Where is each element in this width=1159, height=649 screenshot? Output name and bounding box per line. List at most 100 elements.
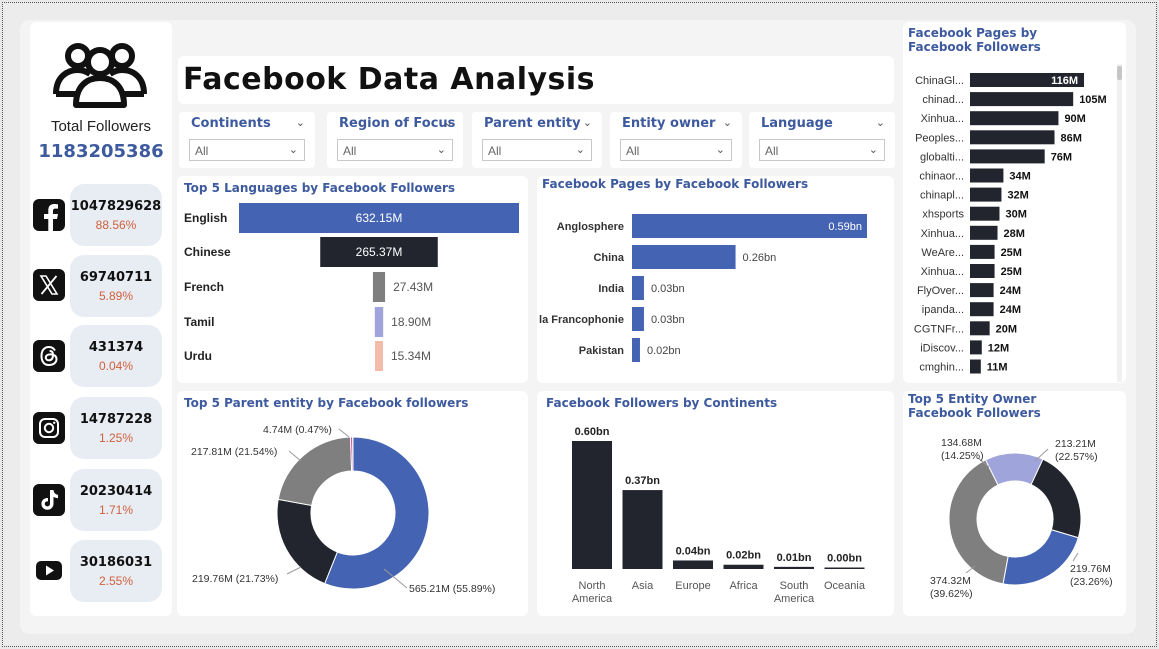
chevron-down-icon[interactable]: ⌄	[443, 117, 453, 129]
entity-owner-leader-line	[1072, 552, 1079, 562]
instagram-icon	[33, 412, 65, 444]
page-category-label: ChinaGl...	[915, 75, 964, 87]
entity-owner-chart-panel: Top 5 Entity Owner Facebook Followers 21…	[903, 391, 1126, 616]
parent-entity-slice	[276, 498, 339, 585]
slicer-region-dropdown[interactable]: All ⌄	[337, 139, 453, 161]
page-bar	[970, 92, 1074, 107]
page-value-label: 12M	[988, 342, 1009, 354]
tiktok-icon	[33, 484, 65, 516]
chevron-down-icon[interactable]: ⌄	[875, 117, 885, 129]
parent-entity-data-label: 4.74M (0.47%)	[263, 424, 332, 436]
page-category-label: iDiscov...	[920, 342, 964, 354]
chevron-down-icon[interactable]: ⌄	[868, 144, 878, 156]
slicer-parent-entity[interactable]: Parent entity ⌄ All ⌄	[472, 112, 602, 168]
language-bar	[372, 272, 386, 302]
facebook-followers-pct: 88.56%	[95, 218, 137, 232]
slicer-region-value: All	[343, 144, 357, 158]
chevron-down-icon[interactable]: ⌄	[722, 117, 732, 129]
region-category-label: Pakistan	[579, 345, 625, 357]
continent-bar	[774, 566, 814, 569]
slicer-language[interactable]: Language ⌄ All ⌄	[749, 112, 895, 168]
page-value-label: 116M	[1051, 75, 1078, 87]
continent-bar	[572, 441, 612, 569]
parent-entity-leader-line	[338, 428, 350, 438]
regions-chart-panel: Facebook Pages by Facebook Followers Ang…	[537, 176, 894, 383]
parent-entity-leader-line	[288, 450, 302, 462]
parent-entity-chart-title: Top 5 Parent entity by Facebook follower…	[184, 396, 469, 410]
page-bar	[970, 321, 990, 336]
parent-entity-data-label: 565.21M (55.89%)	[409, 583, 495, 595]
page-category-label: CGTNFr...	[914, 323, 964, 335]
continent-category-label: North	[579, 580, 606, 592]
parent-entity-donut-chart: 565.21M (55.89%) 219.76M (21.73%) 217.81M …	[191, 424, 495, 595]
slicer-continents[interactable]: Continents ⌄ All ⌄	[179, 112, 315, 168]
language-category-label: Urdu	[184, 349, 212, 363]
entity-owner-data-label: (14.25%)	[941, 450, 984, 462]
language-value-label: 27.43M	[393, 280, 433, 294]
continent-value-label: 0.02bn	[726, 550, 761, 562]
region-bar	[632, 307, 644, 331]
slicer-continents-label: Continents	[191, 116, 271, 131]
continent-category-label: Europe	[675, 580, 710, 592]
slicer-parent-dropdown[interactable]: All ⌄	[482, 139, 592, 161]
slicer-language-label: Language	[761, 116, 833, 131]
region-category-label: India	[598, 283, 625, 295]
entity-owner-slice	[948, 459, 1009, 585]
slicer-region-of-focus[interactable]: Region of Focus ⌄ All ⌄	[327, 112, 463, 168]
chevron-down-icon[interactable]: ⌄	[288, 144, 298, 156]
chevron-down-icon[interactable]: ⌄	[582, 117, 592, 129]
slicer-owner-dropdown[interactable]: All ⌄	[620, 139, 732, 161]
page-bar	[970, 206, 1000, 221]
continent-category-label: America	[774, 593, 815, 605]
chevron-down-icon[interactable]: ⌄	[436, 144, 446, 156]
x-followers-pct: 5.89%	[98, 289, 134, 303]
chevron-down-icon[interactable]: ⌄	[715, 144, 725, 156]
followers-sidebar: Total Followers 1183205386 1047829628 88…	[30, 22, 172, 616]
language-bar	[239, 203, 519, 233]
chevron-down-icon[interactable]: ⌄	[575, 144, 585, 156]
slicer-language-dropdown[interactable]: All ⌄	[759, 139, 885, 161]
entity-owner-data-label: 134.68M	[941, 437, 982, 449]
slicer-continents-value: All	[195, 144, 209, 158]
continent-bar	[723, 564, 764, 569]
parent-entity-slice	[277, 436, 353, 507]
chevron-down-icon[interactable]: ⌄	[295, 117, 305, 129]
region-value-label: 0.03bn	[651, 314, 685, 326]
instagram-followers-card: 14787228 1.25%	[70, 397, 162, 459]
page-value-label: 11M	[987, 362, 1008, 374]
pages-scrollbar-track[interactable]	[1117, 64, 1122, 382]
pages-chart-title: Facebook Pages by Facebook Followers	[908, 26, 1041, 54]
entity-owner-data-label: (39.62%)	[930, 588, 973, 600]
language-category-label: French	[184, 280, 224, 294]
region-bar	[632, 276, 644, 300]
total-followers-value: 1183205386	[38, 141, 164, 162]
instagram-followers-value: 14787228	[79, 412, 153, 427]
entity-owner-data-label: (22.57%)	[1055, 451, 1098, 463]
continent-value-label: 0.37bn	[625, 475, 660, 487]
threads-followers-card: 431374 0.04%	[70, 325, 162, 387]
page-category-label: WeAre...	[921, 247, 964, 259]
threads-icon	[33, 340, 65, 372]
slicer-continents-dropdown[interactable]: All ⌄	[189, 139, 305, 161]
slicer-entity-owner[interactable]: Entity owner ⌄ All ⌄	[610, 112, 742, 168]
page-category-label: ipanda...	[922, 304, 964, 316]
region-value-label: 0.02bn	[647, 345, 681, 357]
slicer-region-label: Region of Focus	[339, 116, 456, 131]
page-bar	[970, 340, 982, 355]
parent-entity-data-label: 219.76M (21.73%)	[192, 573, 278, 585]
pages-chart-panel: Facebook Pages by Facebook Followers Chi…	[903, 22, 1126, 383]
x-followers-card: 69740711 5.89%	[70, 255, 162, 317]
slicer-owner-value: All	[626, 144, 640, 158]
page-category-label: chinad...	[922, 94, 964, 106]
users-group-icon	[53, 43, 147, 108]
tiktok-followers-pct: 1.71%	[98, 503, 134, 517]
pages-scrollbar-thumb[interactable]	[1117, 66, 1122, 80]
tiktok-followers-value: 20230414	[79, 484, 153, 499]
continent-bar	[824, 567, 865, 569]
region-category-label: China	[593, 252, 624, 264]
region-bar	[632, 338, 640, 362]
continents-column-chart: 0.60bnNorthAmerica0.37bnAsia0.04bnEurope…	[572, 426, 866, 605]
continent-bar	[673, 560, 713, 569]
page-value-label: 30M	[1005, 209, 1026, 221]
slicer-parent-value: All	[488, 144, 502, 158]
